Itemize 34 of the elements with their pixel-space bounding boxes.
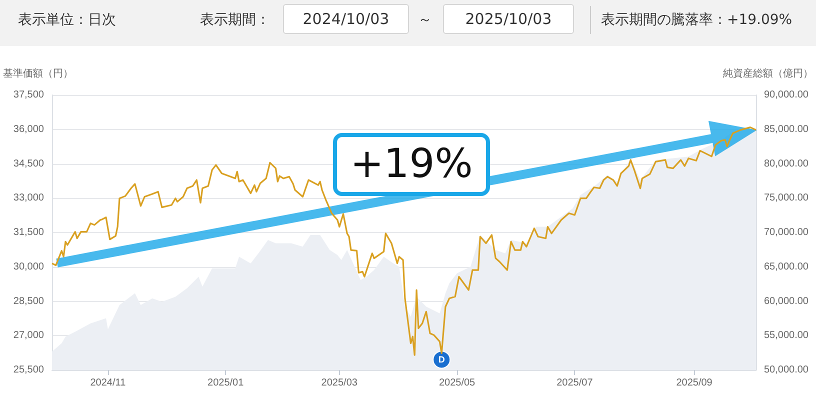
text: 表示単位：日次 xyxy=(18,11,116,30)
x-tick-label: 2025/03 xyxy=(321,378,358,388)
y2-tick-label: 75,000.00 xyxy=(764,192,809,204)
y-tick-label: 37,500 xyxy=(13,90,44,100)
text: ～ xyxy=(418,11,432,30)
y-axis-title: 基準価額（円） xyxy=(3,68,73,80)
y2-tick-label: 85,000.00 xyxy=(764,124,809,135)
x-tick-label: 2025/09 xyxy=(676,378,713,388)
y-tick-label: 31,500 xyxy=(13,227,44,238)
y-tick-label: 30,000 xyxy=(13,261,44,272)
y2-tick-label: 70,000.00 xyxy=(764,227,809,238)
annotation: +19% xyxy=(333,133,490,196)
y-tick-label: 33,000 xyxy=(13,192,44,204)
y-tick-label: 36,000 xyxy=(13,124,44,135)
x-tick-label: 2025/01 xyxy=(208,378,244,388)
y2-tick-label: 55,000.00 xyxy=(764,330,809,342)
y-tick-label: 28,500 xyxy=(13,296,44,307)
y2-axis-title: 純資産総額（億円） xyxy=(723,68,813,80)
text: 表示期間： xyxy=(200,11,270,30)
y-tick-label: 25,500 xyxy=(13,364,44,376)
y-tick-label: 27,000 xyxy=(13,330,44,342)
date-field: 2025/10/03 xyxy=(443,4,574,34)
y2-tick-label: 80,000.00 xyxy=(764,158,809,170)
annotation: D xyxy=(438,354,446,365)
y2-tick-label: 65,000.00 xyxy=(764,261,809,272)
date-field: 2024/10/03 xyxy=(283,4,409,34)
x-tick-label: 2024/11 xyxy=(90,378,126,388)
x-tick-label: 2025/07 xyxy=(556,378,594,388)
y-tick-label: 34,500 xyxy=(13,158,44,170)
y2-tick-label: 60,000.00 xyxy=(764,296,809,307)
y2-tick-label: 90,000.00 xyxy=(764,90,809,100)
x-tick-label: 2025/05 xyxy=(438,378,476,388)
text: 表示期間の騰落率：+19.09% xyxy=(601,11,792,30)
y2-tick-label: 50,000.00 xyxy=(764,364,809,376)
